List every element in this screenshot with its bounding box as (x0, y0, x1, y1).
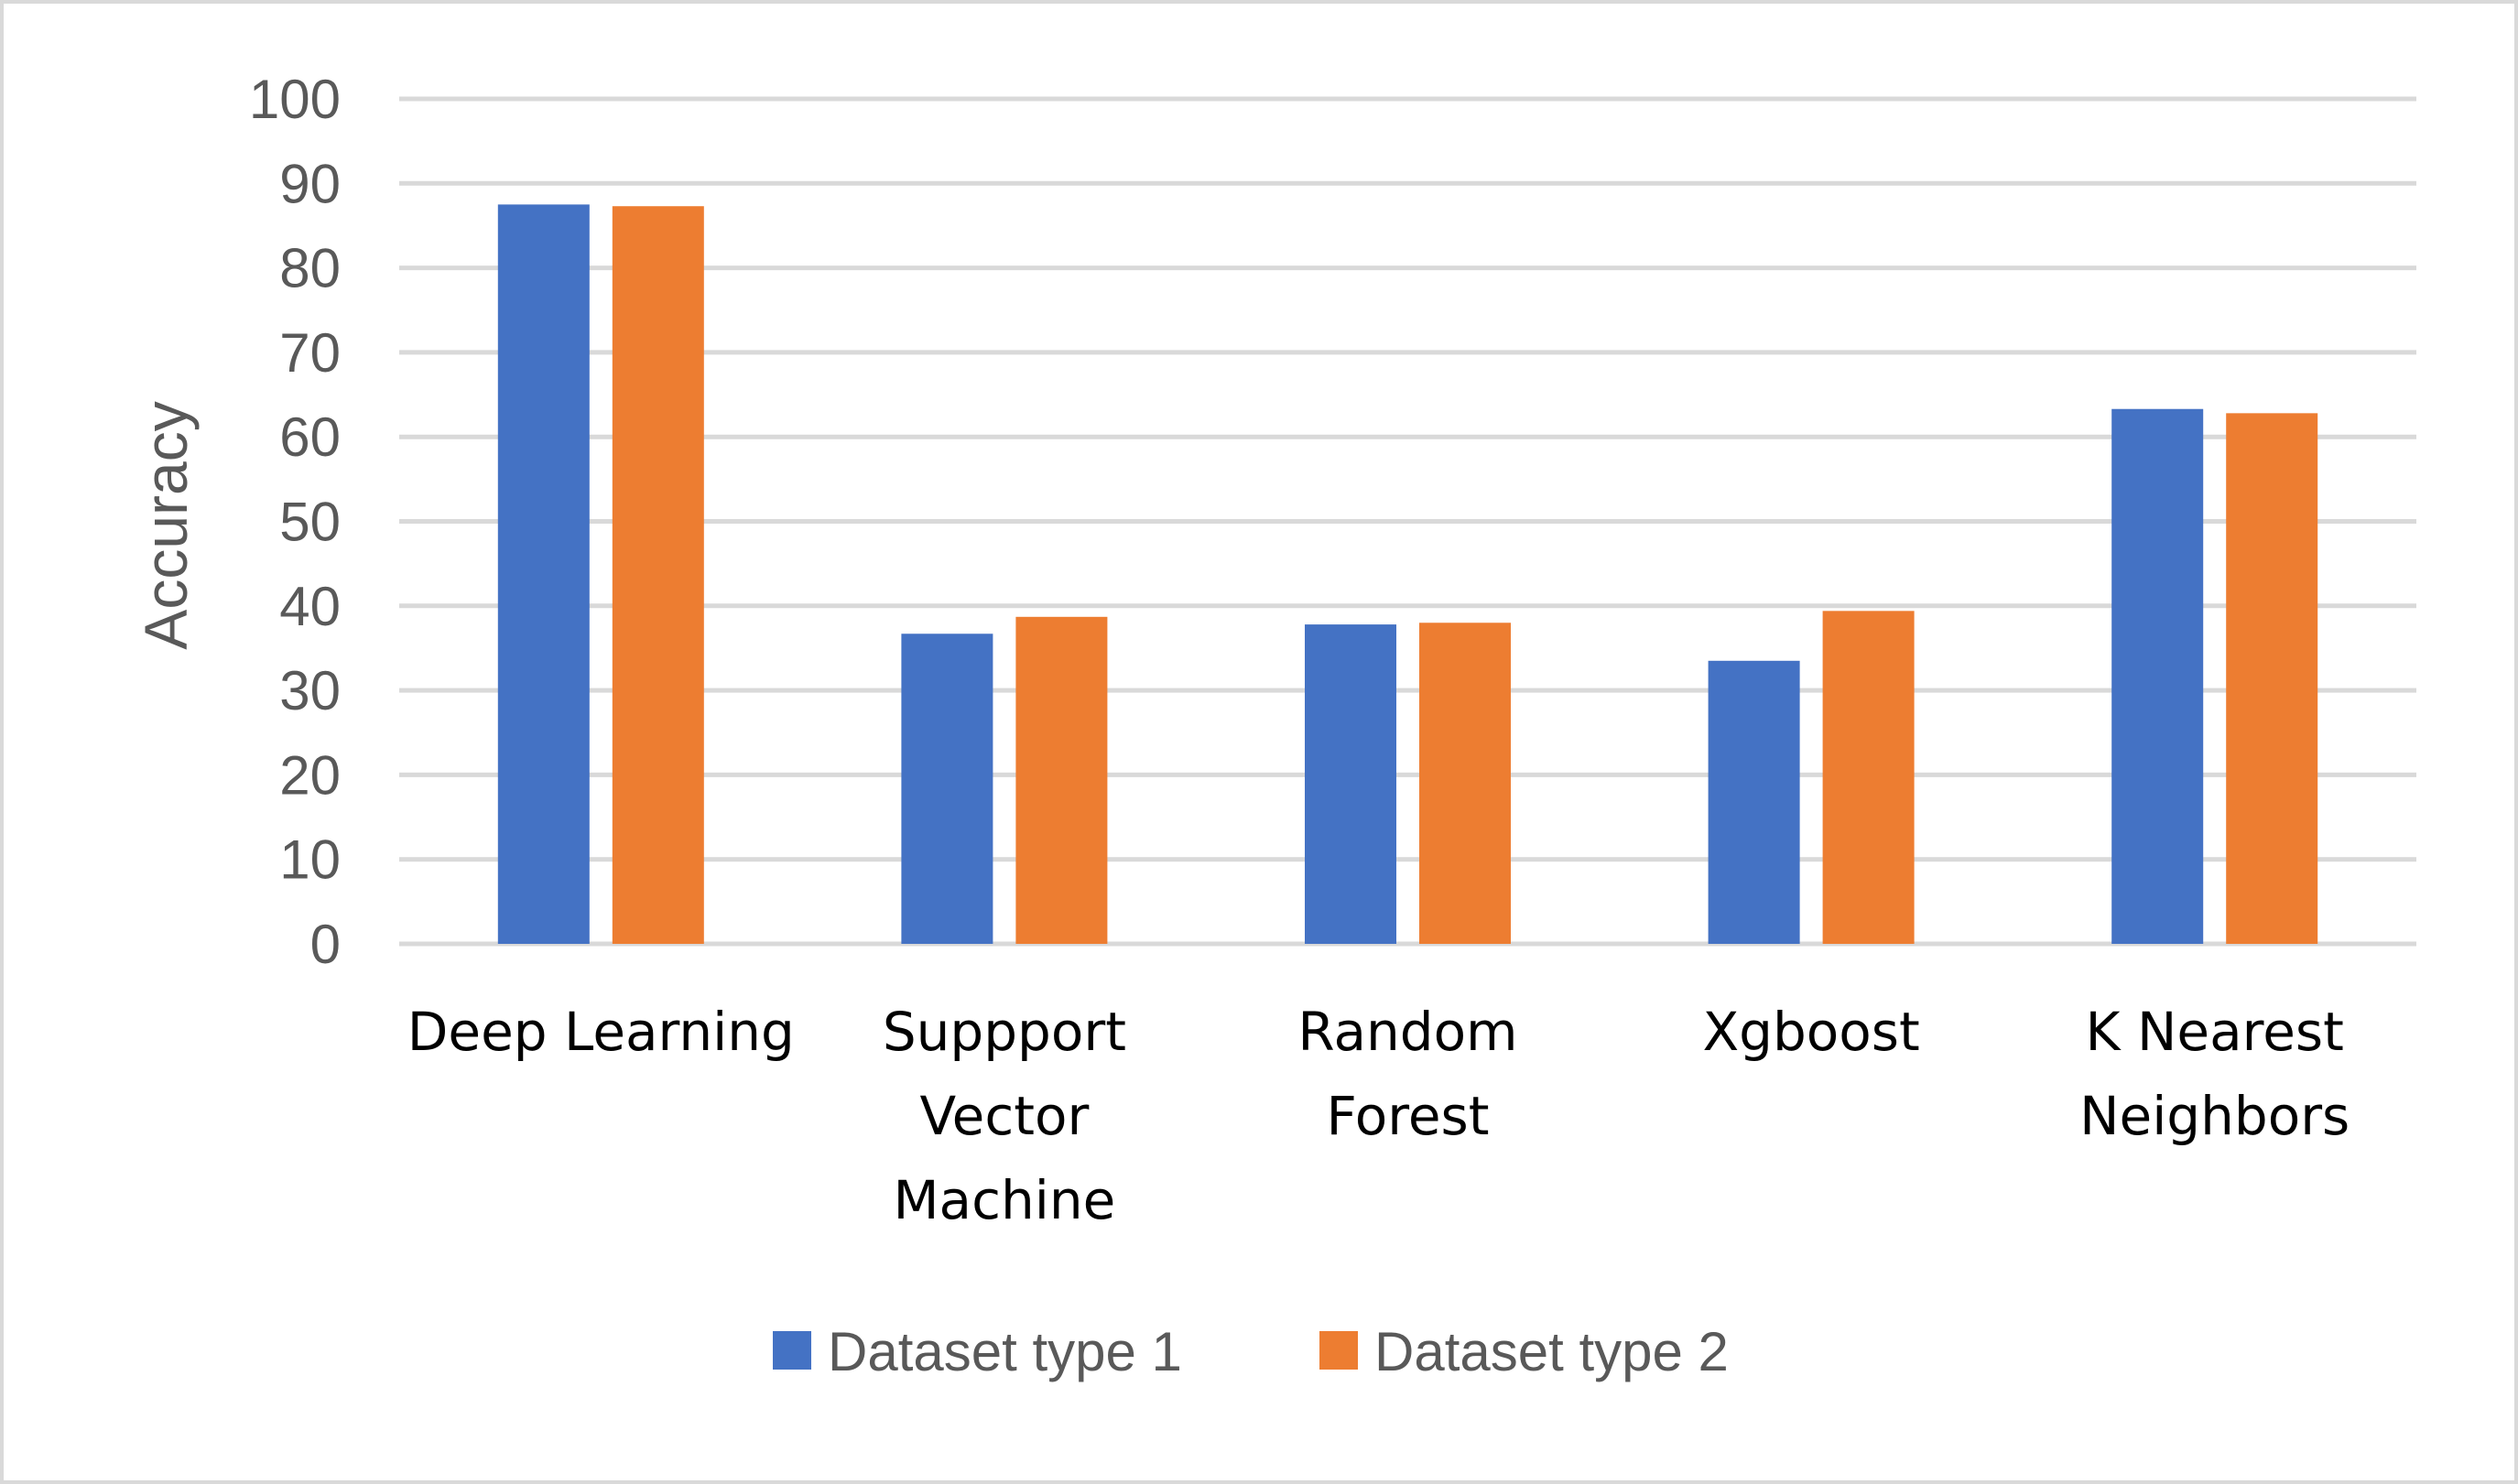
x-category-label: Neighbors (2079, 1085, 2350, 1147)
bar-series1-cat3 (1305, 624, 1396, 944)
y-tick-label: 0 (310, 914, 341, 975)
x-category-label: Forest (1327, 1085, 1490, 1147)
bar-series2-cat3 (1419, 623, 1511, 944)
x-category-label: Suppport (883, 1001, 1126, 1063)
x-axis-categories: Deep Learning Suppport Vector Machine Random… (407, 1001, 2350, 1231)
y-tick-label: 20 (279, 744, 341, 806)
bar-series2-cat2 (1015, 616, 1108, 944)
legend-swatch-series2 (1319, 1331, 1358, 1370)
y-axis-ticks: 0 10 20 30 40 50 60 70 80 90 100 (249, 69, 341, 975)
y-axis-title: Accuracy (132, 401, 200, 649)
bars (497, 204, 2318, 945)
bar-series2-cat5 (2226, 413, 2318, 945)
legend-label-series2: Dataset type 2 (1374, 1321, 1729, 1382)
bar-chart: 0 10 20 30 40 50 60 70 80 90 100 Accuracy Deep Lea… (132, 69, 2416, 1382)
gridlines (399, 96, 2416, 947)
y-tick-label: 60 (279, 406, 341, 468)
legend-label-series1: Dataset type 1 (828, 1321, 1182, 1382)
x-category-label: Machine (894, 1169, 1116, 1231)
bar-series1-cat4 (1708, 660, 1800, 944)
y-tick-label: 40 (279, 576, 341, 637)
bar-series1-cat2 (901, 634, 993, 944)
legend-swatch-series1 (773, 1331, 811, 1370)
bar-series2-cat1 (612, 206, 704, 944)
bar-series1-cat5 (2111, 408, 2204, 945)
y-tick-label: 10 (279, 829, 341, 891)
x-category-label: Random (1297, 1001, 1517, 1063)
y-tick-label: 70 (279, 322, 341, 384)
y-tick-label: 80 (279, 238, 341, 299)
y-tick-label: 30 (279, 660, 341, 721)
x-category-label: Vector (919, 1085, 1089, 1147)
x-category-label: K Nearest (2086, 1001, 2344, 1063)
legend: Dataset type 1 Dataset type 2 (773, 1321, 1729, 1382)
y-tick-label: 100 (249, 69, 341, 130)
x-category-label: Deep Learning (407, 1001, 795, 1063)
y-tick-label: 90 (279, 153, 341, 214)
bar-series1-cat1 (497, 204, 590, 944)
x-category-label: Xgboost (1702, 1001, 1919, 1063)
bar-series2-cat4 (1822, 611, 1915, 944)
y-tick-label: 50 (279, 492, 341, 553)
